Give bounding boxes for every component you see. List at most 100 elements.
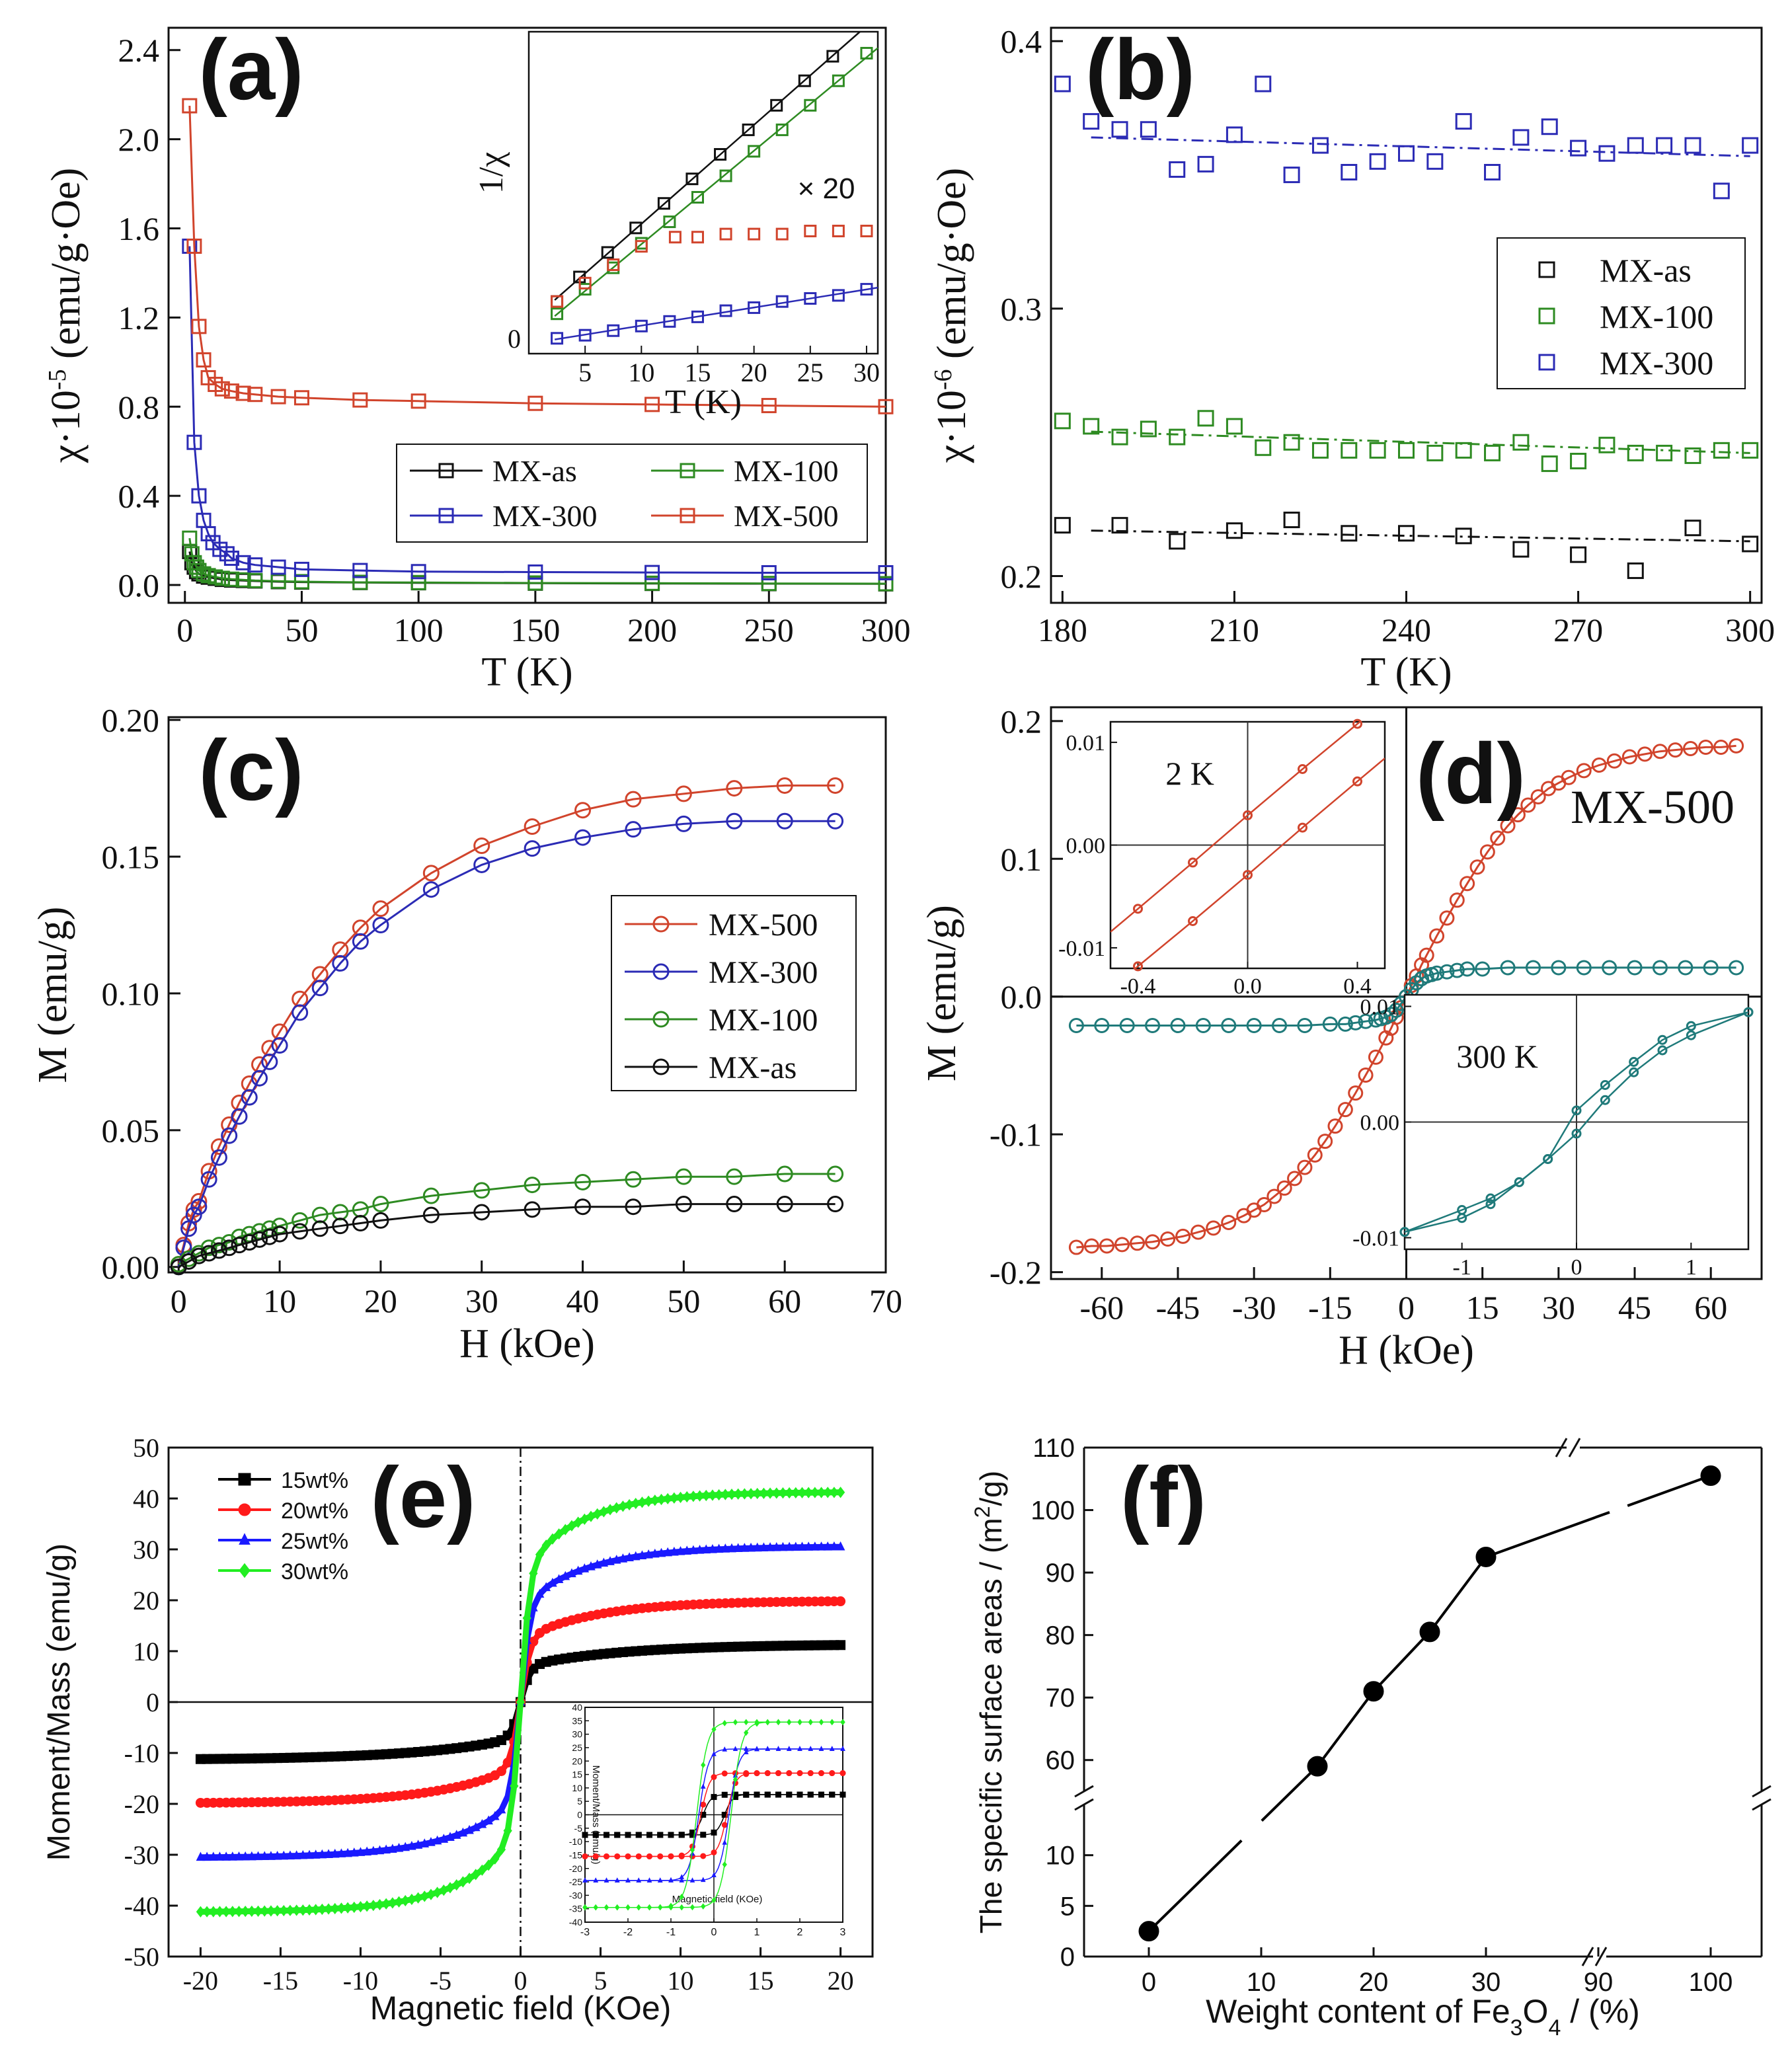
inset-y-tick-label: -5 xyxy=(574,1823,583,1834)
data-point xyxy=(1130,1235,1146,1251)
data-point xyxy=(1429,965,1445,981)
x-axis-label: Weight content of Fe3O4 / (%) xyxy=(1206,1993,1640,2040)
data-point xyxy=(471,1822,481,1832)
data-point xyxy=(228,1851,237,1861)
inset-data-point xyxy=(818,1791,824,1798)
inset-data-point xyxy=(1243,810,1253,820)
data-point xyxy=(247,1905,256,1918)
data-point xyxy=(1698,739,1714,755)
inset-data-point xyxy=(797,1746,802,1751)
data-point xyxy=(816,1541,826,1551)
data-point xyxy=(1266,1188,1282,1204)
data-point xyxy=(1398,145,1415,162)
inset-data-point xyxy=(1352,719,1362,729)
data-point xyxy=(524,1201,541,1218)
data-point xyxy=(209,1906,218,1918)
legend-marker xyxy=(238,1503,251,1516)
inset-data-point xyxy=(764,1791,771,1798)
data-point xyxy=(1656,444,1673,461)
y-tick-label: 0.10 xyxy=(102,975,160,1012)
inset-data-point xyxy=(593,1877,599,1883)
inset-data-point xyxy=(804,98,817,112)
inset-data-point xyxy=(1629,1067,1639,1077)
inset-temperature-label: 300 K xyxy=(1456,1038,1538,1075)
x-tick-label: 0 xyxy=(1398,1289,1415,1326)
inset-x-tick-label: 1 xyxy=(1686,1255,1697,1280)
inset-x-tick-label: 15 xyxy=(684,358,711,387)
data-point xyxy=(293,561,309,577)
inset-x-tick-label: 0.0 xyxy=(1233,974,1262,999)
inset-data-point xyxy=(657,197,670,210)
inset-data-point xyxy=(775,1746,781,1751)
y-tick-label: -40 xyxy=(124,1891,159,1921)
data-point xyxy=(1094,1017,1110,1033)
inset-data-point xyxy=(711,1726,717,1733)
inset-plot: -0.4 0.0 0.4 -0.01 0.00 0.01 2 K xyxy=(1058,719,1386,999)
data-point xyxy=(496,1766,506,1777)
inset-data-point xyxy=(732,1719,738,1726)
data-point xyxy=(765,1487,775,1499)
inset-data-point xyxy=(615,1904,620,1911)
data-point xyxy=(554,1528,564,1540)
inset-data-point xyxy=(721,1791,728,1798)
inset-data-point xyxy=(668,1902,674,1910)
data-point xyxy=(637,1550,647,1559)
data-point xyxy=(778,1487,788,1499)
data-point xyxy=(708,1544,717,1553)
inset-data-point xyxy=(1133,904,1143,914)
inset-data-point xyxy=(830,1719,835,1726)
data-point xyxy=(524,840,541,857)
data-point xyxy=(251,1231,268,1248)
y-tick-label: 0.3 xyxy=(1001,290,1042,327)
data-point xyxy=(567,1568,576,1578)
data-point xyxy=(292,1850,301,1859)
data-point xyxy=(1170,1017,1186,1033)
inset-data-point xyxy=(840,1746,845,1751)
data-point xyxy=(791,1487,800,1499)
inset-data-point xyxy=(614,1832,621,1838)
inset-data-point xyxy=(668,1832,674,1838)
inset-x-tick-label: 3 xyxy=(840,1927,846,1938)
data-point xyxy=(1703,960,1719,976)
legend-marker xyxy=(680,508,695,524)
series-line-segment xyxy=(1428,1556,1487,1633)
data-point xyxy=(332,954,349,972)
data-point xyxy=(599,1557,609,1567)
data-point xyxy=(1358,1013,1374,1029)
inset-branch-line xyxy=(1110,722,1362,933)
inset-data-point xyxy=(711,1794,717,1801)
data-point xyxy=(878,399,894,414)
data-point xyxy=(1439,910,1455,926)
x-axis-label-end: / (%) xyxy=(1561,1993,1639,2030)
data-point xyxy=(490,1810,500,1820)
y-tick-label: 0.2 xyxy=(1001,703,1042,740)
data-point xyxy=(1206,1220,1222,1236)
data-point xyxy=(186,434,202,450)
data-point xyxy=(1602,960,1617,976)
inset-x-tick-label: 30 xyxy=(853,358,880,387)
inset-data-point xyxy=(786,1770,793,1777)
data-point xyxy=(202,1851,212,1861)
y-tick-label: 0.2 xyxy=(1001,558,1042,595)
data-point xyxy=(574,1173,592,1190)
data-point xyxy=(247,387,263,403)
data-point xyxy=(726,812,743,830)
inset-y-tick-label: -15 xyxy=(569,1849,582,1860)
data-point xyxy=(271,1225,288,1243)
data-point xyxy=(356,1847,366,1856)
inset-data-point xyxy=(679,1904,684,1911)
y-axis-label-exp: -6 xyxy=(929,369,957,390)
legend-entry: MX-300 xyxy=(1600,344,1713,381)
inset-data-point xyxy=(625,1877,631,1883)
legend-marker xyxy=(652,915,670,933)
data-point xyxy=(1520,797,1536,813)
inset-x-tick-label: 20 xyxy=(741,358,767,387)
data-point xyxy=(247,1851,256,1861)
data-point xyxy=(701,1489,711,1502)
data-point xyxy=(1652,960,1668,976)
data-point xyxy=(1369,153,1386,170)
data-point xyxy=(292,1212,309,1229)
legend: MX-500 MX-300 MX-100 MX-as xyxy=(611,895,857,1091)
data-point xyxy=(631,1551,641,1561)
data-point xyxy=(656,1547,666,1557)
